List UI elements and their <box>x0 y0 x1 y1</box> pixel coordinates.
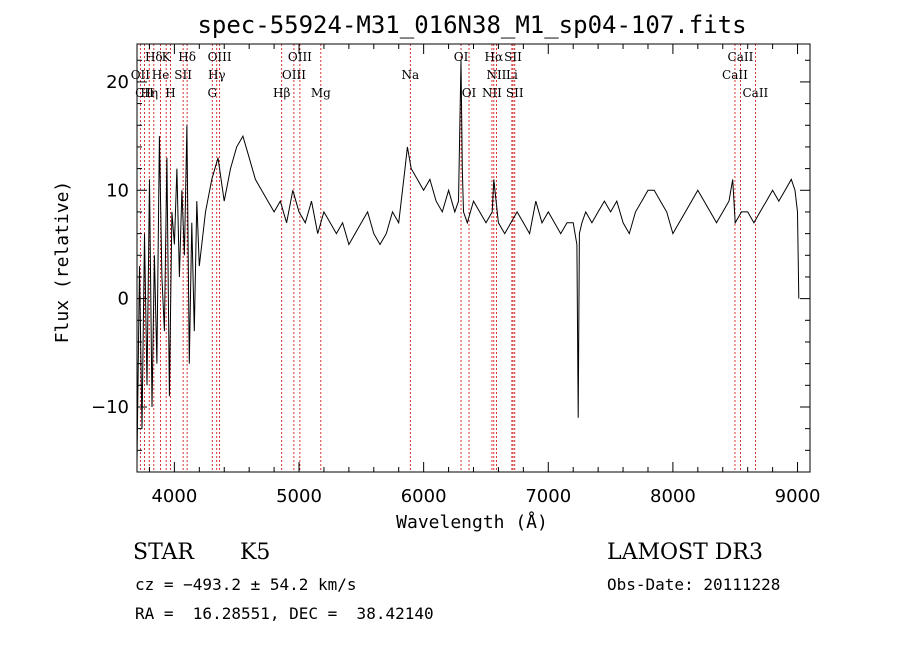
line-label: He <box>152 68 170 82</box>
line-label: Hδ <box>145 50 163 64</box>
line-label: Hη <box>140 86 158 100</box>
y-tick-label: 10 <box>106 180 129 201</box>
x-tick-label: 7000 <box>525 486 571 507</box>
line-label: Mg <box>311 86 331 100</box>
line-label: OIII <box>288 50 312 64</box>
plot-frame <box>136 43 811 473</box>
line-label: G <box>207 86 217 100</box>
line-label: SII <box>174 68 192 82</box>
y-axis-label: Flux (relative) <box>52 181 73 344</box>
sky-coordinates: RA = 16.28551, DEC = 38.42140 <box>135 604 434 623</box>
line-label: OIII <box>208 50 232 64</box>
line-label: Li <box>506 68 518 82</box>
y-tick-labels: −10 0 10 20 <box>91 72 129 418</box>
line-label: Hβ <box>273 86 290 100</box>
observation-date: Obs-Date: 20111228 <box>607 575 781 594</box>
line-label: H <box>165 86 175 100</box>
line-label: Hγ <box>208 68 226 82</box>
line-label: K <box>162 50 172 64</box>
object-class: STAR <box>133 540 194 565</box>
line-label: CaII <box>728 50 754 64</box>
line-label: SII <box>504 50 522 64</box>
x-axis-label: Wavelength (Å) <box>396 511 548 533</box>
x-tick-label: 5000 <box>276 486 322 507</box>
survey-name: LAMOST DR3 <box>607 540 763 565</box>
x-tick-label: 9000 <box>775 486 821 507</box>
line-label: OIII <box>282 68 306 82</box>
line-label: Hα <box>485 50 504 64</box>
redshift-velocity: cz = −493.2 ± 54.2 km/s <box>135 575 357 594</box>
line-label: CaII <box>742 86 768 100</box>
line-label: Hδ <box>178 50 196 64</box>
x-tick-labels: 4000 5000 6000 7000 8000 9000 <box>151 486 820 507</box>
line-label: OI <box>454 50 469 64</box>
x-tick-label: 8000 <box>650 486 696 507</box>
spectrum-line <box>136 60 800 462</box>
x-tick-label: 6000 <box>401 486 447 507</box>
line-markers <box>139 44 756 472</box>
y-tick-label: −10 <box>91 397 129 418</box>
y-tick-label: 20 <box>106 72 129 93</box>
line-label: NII <box>482 86 502 100</box>
axis-ticks <box>137 44 810 473</box>
y-tick-label: 0 <box>118 289 129 310</box>
line-label: CII <box>135 86 154 100</box>
x-tick-label: 4000 <box>151 486 197 507</box>
line-label: OII <box>131 68 151 82</box>
object-subclass: K5 <box>240 540 271 565</box>
line-label: OI <box>462 86 477 100</box>
line-label: SII <box>506 86 524 100</box>
line-label: Na <box>401 68 419 82</box>
line-label: NII <box>486 68 506 82</box>
line-label: CaII <box>722 68 748 82</box>
chart-title: spec-55924-M31_016N38_M1_sp04-107.fits <box>197 11 746 39</box>
